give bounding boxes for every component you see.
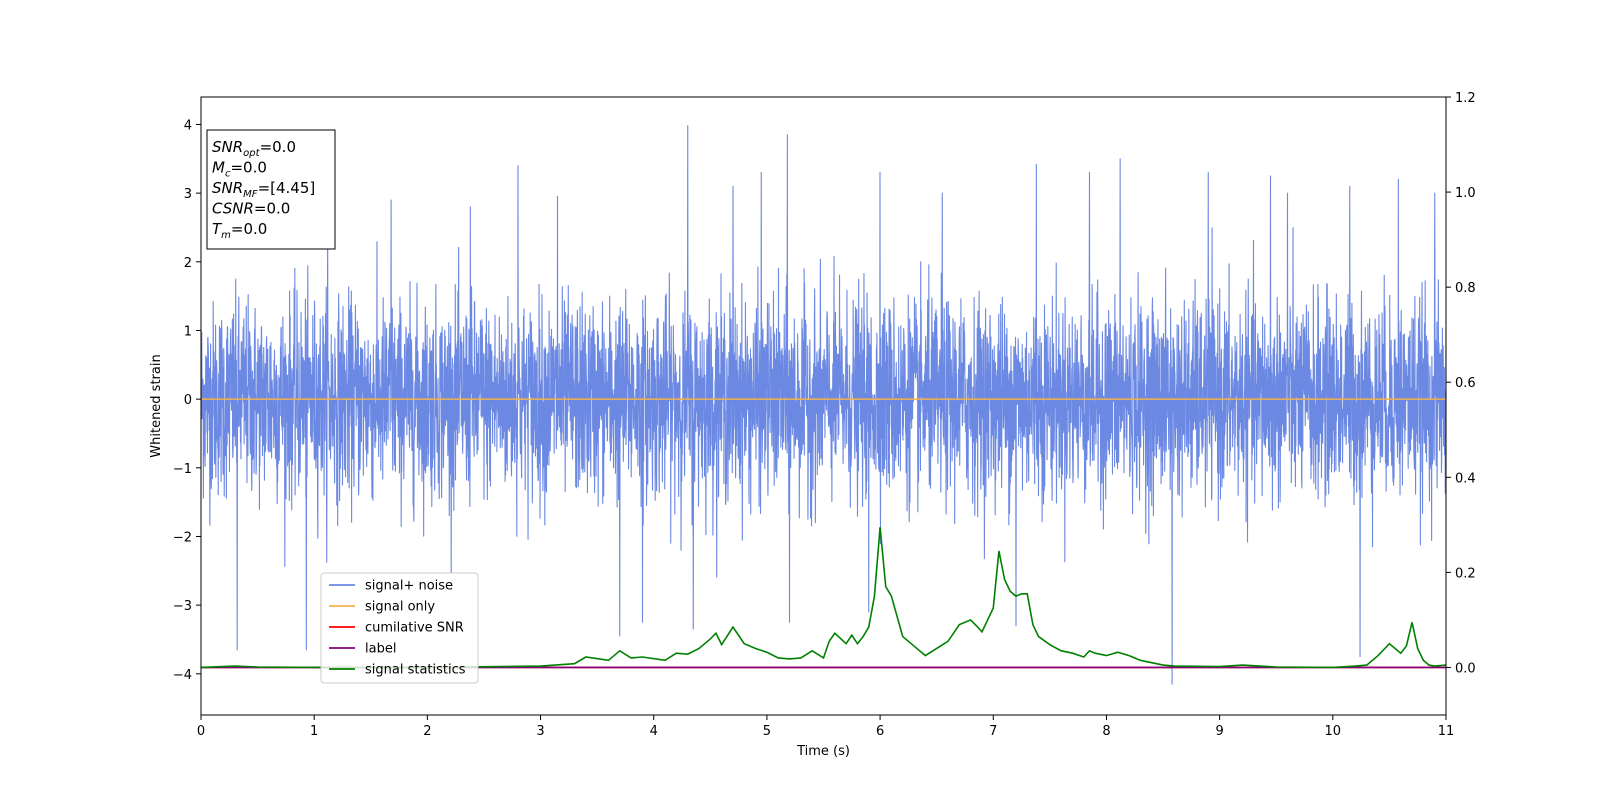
x-tick-label: 11 (1438, 724, 1455, 739)
signal-noise-series (201, 125, 1446, 685)
y-axis-label: Whitened strain (149, 354, 164, 457)
y2-tick-label: 0.8 (1455, 281, 1476, 296)
y-tick-label: −4 (173, 668, 192, 683)
y-tick-label: 2 (184, 256, 192, 271)
legend-label: signal+ noise (365, 579, 453, 594)
legend-label: cumilative SNR (365, 621, 464, 636)
signal-statistics-line (201, 527, 1446, 669)
y2-tick-label: 1.0 (1455, 186, 1476, 201)
info-line: Tm=0.0 (212, 220, 267, 241)
legend-label: label (365, 642, 396, 657)
legend-label: signal statistics (365, 663, 466, 678)
info-box-frame (206, 129, 336, 250)
y2-tick-label: 0.4 (1455, 471, 1476, 486)
x-tick-label: 6 (876, 724, 884, 739)
x-tick-label: 5 (763, 724, 771, 739)
info-line: SNRopt=0.0 (212, 138, 296, 159)
info-line: Mc=0.0 (212, 159, 267, 180)
y2-tick-label: 1.2 (1455, 91, 1476, 106)
y-tick-label: −3 (173, 599, 192, 614)
x-tick-label: 4 (650, 724, 658, 739)
plot-frame (200, 96, 1447, 716)
x-tick-label: 9 (1215, 724, 1223, 739)
y2-tick-label: 0.6 (1455, 376, 1476, 391)
y-tick-label: 1 (184, 324, 192, 339)
y2-tick-label: 0.0 (1455, 661, 1476, 676)
y2-tick-label: 0.2 (1455, 566, 1476, 581)
legend: signal+ noise signal only cumilative SNR la… (320, 572, 479, 684)
axes: 0 1 2 3 4 5 6 7 8 9 10 11 −4 −3 −2 −1 0 1 2 3 4 0.0 0.2 0.4 0.6 0… (149, 91, 1476, 759)
x-tick-label: 2 (423, 724, 431, 739)
x-tick-label: 7 (989, 724, 997, 739)
y-tick-label: 4 (184, 118, 192, 133)
y-tick-label: 0 (184, 393, 192, 408)
signal-noise-line (201, 125, 1446, 685)
legend-frame (320, 572, 479, 684)
x-axis-label: Time (s) (796, 744, 850, 759)
y-tick-label: 3 (184, 187, 192, 202)
x-tick-label: 8 (1102, 724, 1110, 739)
x-tick-label: 0 (197, 724, 205, 739)
legend-label: signal only (365, 600, 435, 615)
x-tick-label: 1 (310, 724, 318, 739)
x-tick-label: 3 (536, 724, 544, 739)
x-tick-label: 10 (1325, 724, 1342, 739)
y-tick-label: −1 (173, 462, 192, 477)
y-tick-label: −2 (173, 530, 192, 545)
info-line: SNRMF=[4.45] (212, 179, 315, 200)
info-line: CSNR=0.0 (212, 200, 290, 218)
